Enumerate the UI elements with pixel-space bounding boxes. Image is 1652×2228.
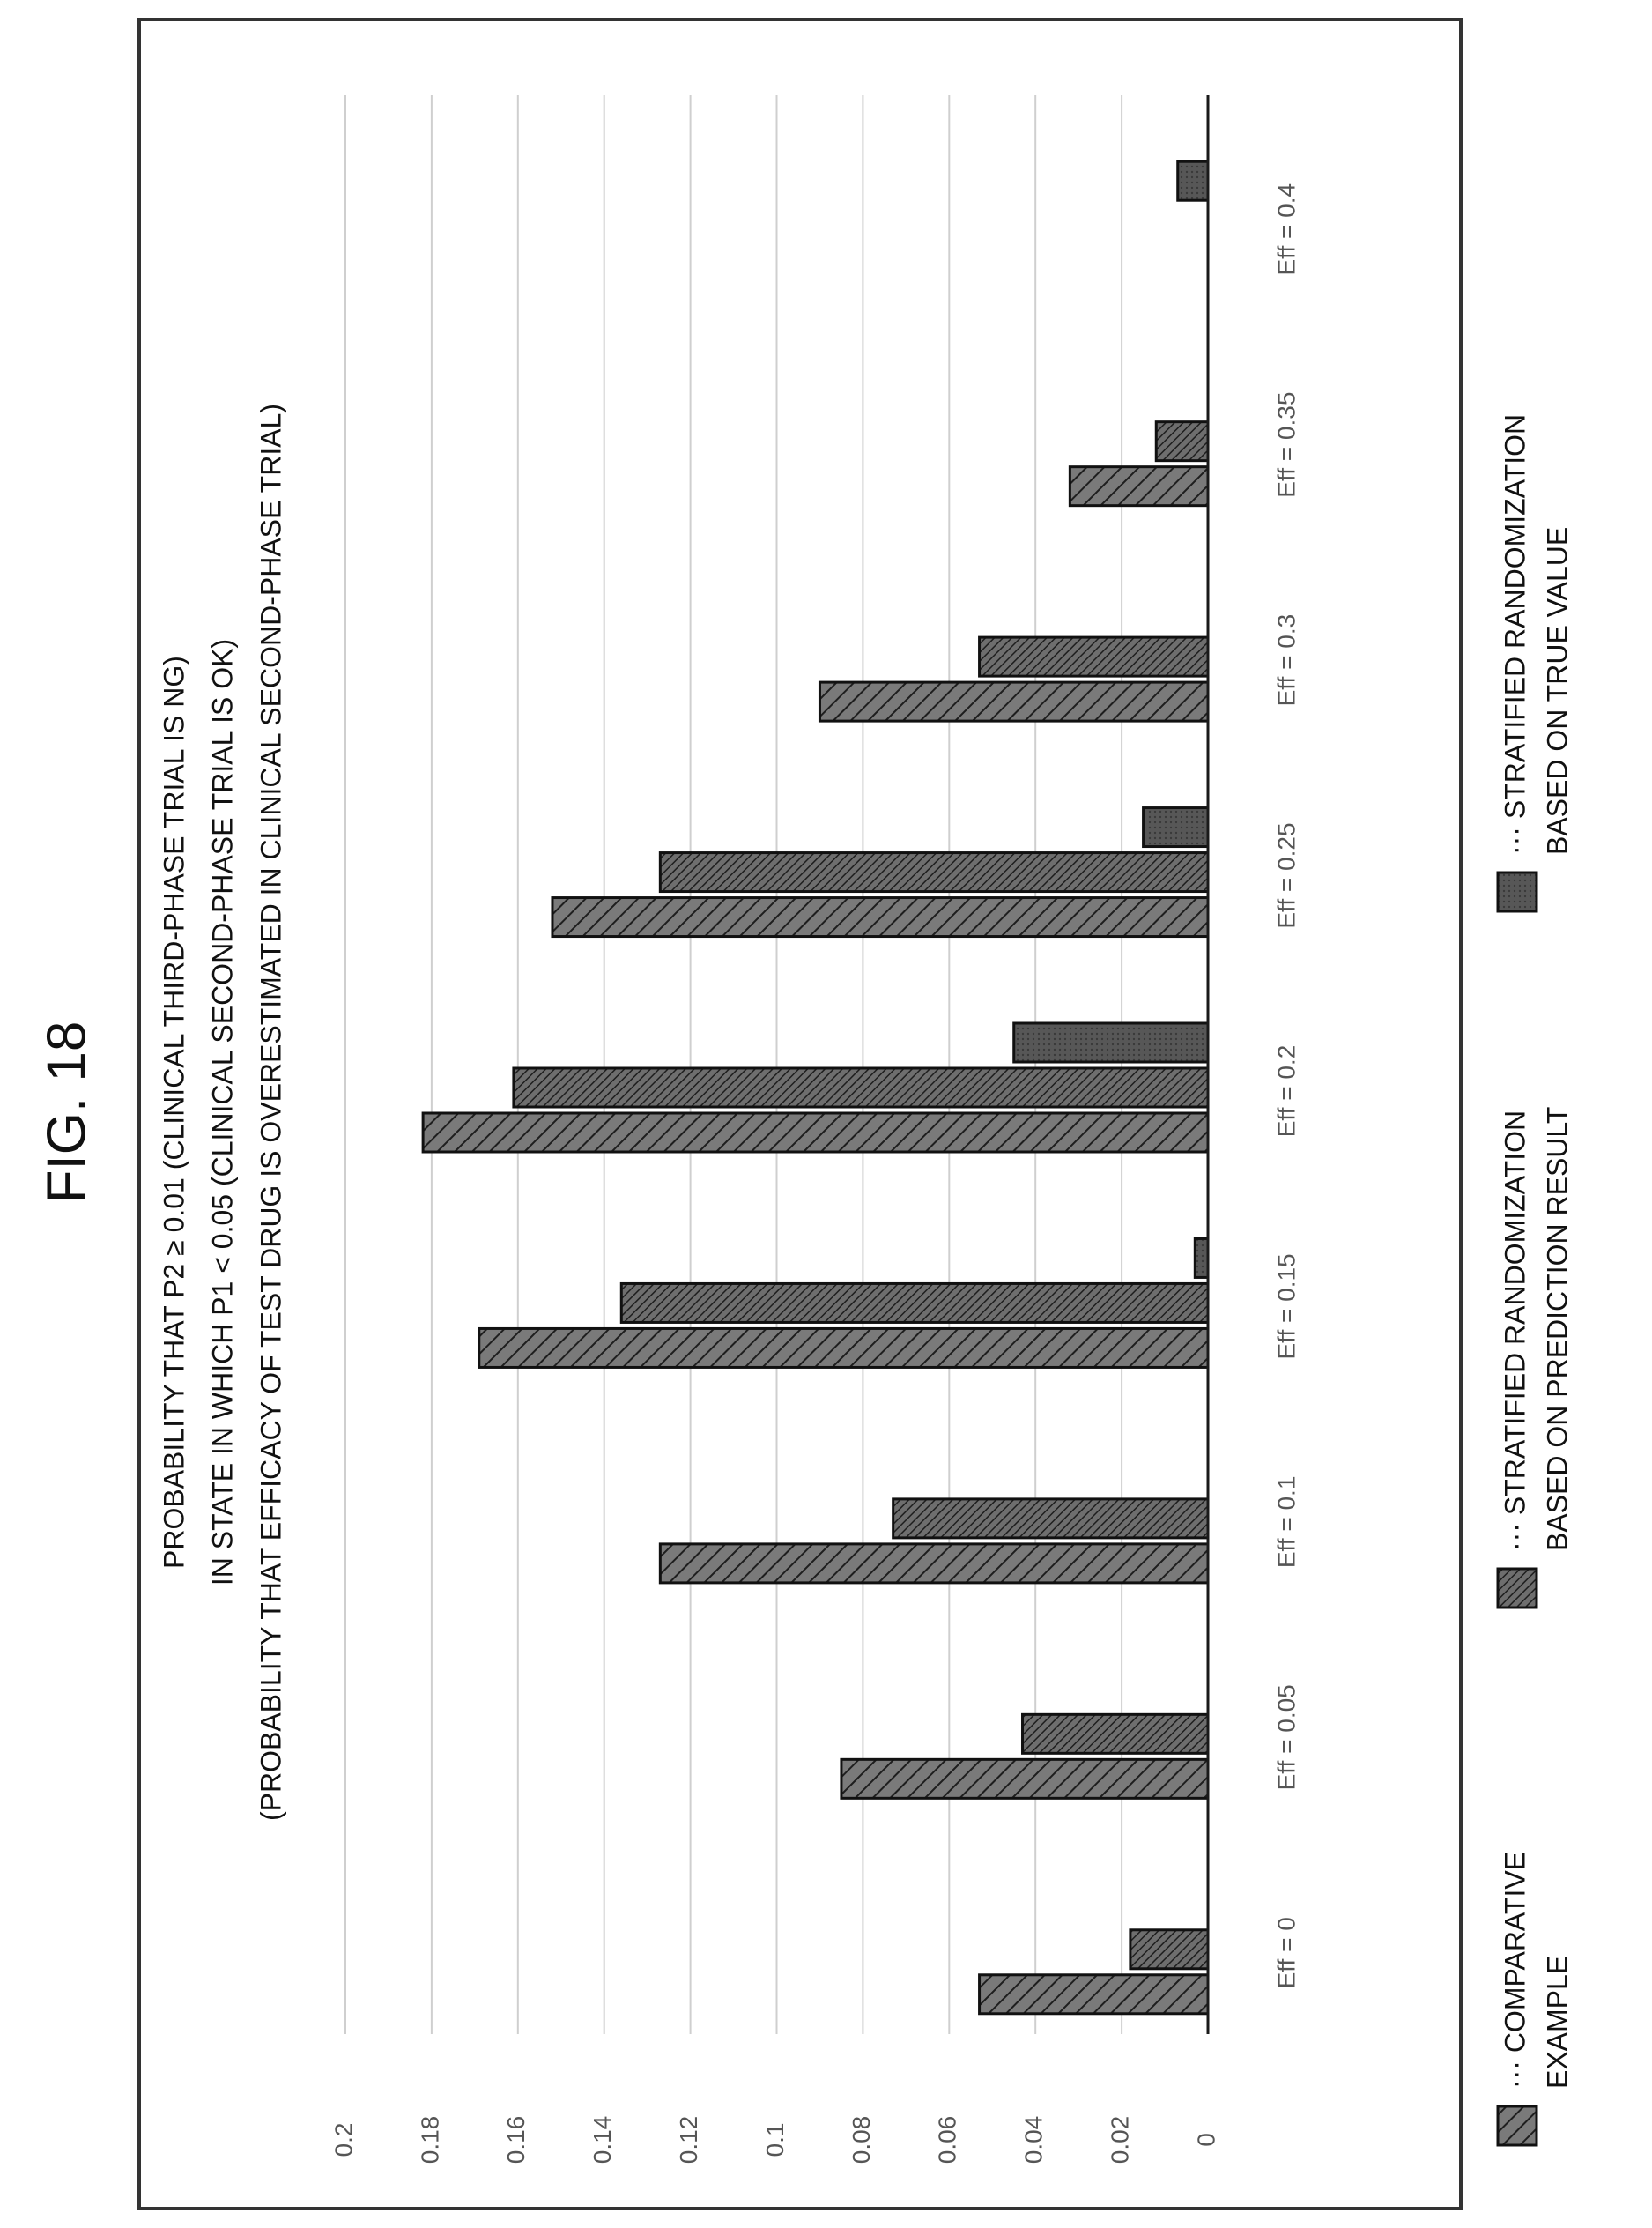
value-tick-label: 0.08 (848, 2116, 875, 2165)
value-tick-label: 0.02 (1106, 2116, 1133, 2165)
bar-2 (1129, 1928, 1210, 1971)
grid-lines (344, 95, 1123, 2034)
chart-frame (137, 18, 1463, 2210)
value-tick-label: 0 (1192, 2133, 1219, 2147)
legend: ··· COMPARATIVE EXAMPLE ··· STRATIFIED RAN… (1496, 414, 1573, 2147)
legend-swatch-2 (1496, 1567, 1538, 1609)
bar-2 (892, 1497, 1210, 1540)
category-label: Eff = 0.2 (1272, 1045, 1300, 1138)
value-tick-label: 0.18 (416, 2116, 443, 2165)
category-label: Eff = 0.35 (1272, 392, 1300, 498)
bar-2 (619, 1281, 1210, 1324)
legend-swatch-3 (1496, 871, 1538, 913)
chart-title-line: (PROBABILITY THAT EFFICACY OF TEST DRUG … (255, 404, 286, 1821)
value-tick-label: 0.2 (330, 2123, 357, 2157)
chart-title: PROBABILITY THAT P2 ≥ 0.01 (CLINICAL THI… (158, 404, 286, 1821)
legend-label-3: ··· STRATIFIED RANDOMIZATION (1499, 414, 1530, 855)
bar-1 (421, 1111, 1210, 1154)
bar-1 (478, 1326, 1210, 1369)
value-tick-label: 0.16 (502, 2116, 530, 2165)
bar-1 (658, 1542, 1210, 1585)
bar-3 (1012, 1021, 1210, 1064)
category-label: Eff = 0.1 (1272, 1476, 1300, 1569)
bar-3 (1193, 1237, 1210, 1279)
legend-swatch-1 (1496, 2105, 1538, 2147)
bar-2 (1154, 420, 1210, 463)
legend-label-2: BASED ON PREDICTION RESULT (1541, 1107, 1573, 1551)
value-tick-label: 0.1 (761, 2123, 789, 2157)
bar-1 (840, 1757, 1210, 1800)
bars (421, 160, 1210, 2016)
chart-title-line: PROBABILITY THAT P2 ≥ 0.01 (CLINICAL THI… (158, 656, 189, 1569)
bar-1 (1068, 465, 1210, 508)
bar-1 (818, 680, 1210, 723)
legend-label-1: EXAMPLE (1541, 1956, 1573, 2089)
bar-2 (1021, 1712, 1210, 1755)
bar-2 (512, 1066, 1210, 1109)
value-axis: 0 0.02 0.04 0.06 0.08 0.1 0.12 0.14 0.16 0.18 0.2 (330, 2116, 1219, 2165)
category-label: Eff = 0.25 (1272, 822, 1300, 928)
value-tick-label: 0.12 (675, 2116, 702, 2165)
value-tick-label: 0.04 (1020, 2116, 1048, 2165)
value-tick-label: 0.06 (934, 2116, 961, 2165)
category-label: Eff = 0.4 (1272, 183, 1300, 276)
legend-label-3: BASED ON TRUE VALUE (1541, 527, 1573, 855)
bar-2 (978, 635, 1210, 678)
bar-2 (658, 851, 1210, 894)
bar-1 (551, 896, 1210, 939)
category-label: Eff = 0.3 (1272, 614, 1300, 707)
bar-3 (1176, 160, 1210, 202)
category-label: Eff = 0 (1272, 1917, 1300, 1988)
chart-title-line: IN STATE IN WHICH P1 < 0.05 (CLINICAL SE… (206, 639, 238, 1586)
category-label: Eff = 0.05 (1272, 1684, 1300, 1790)
legend-label-2: ··· STRATIFIED RANDOMIZATION (1499, 1110, 1530, 1551)
category-axis: Eff = 0 Eff = 0.05 Eff = 0.1 Eff = 0.15 Eff … (1272, 183, 1300, 1988)
bar-1 (978, 1973, 1210, 2016)
legend-label-1: ··· COMPARATIVE (1499, 1852, 1530, 2089)
value-tick-label: 0.14 (589, 2116, 616, 2165)
bar-3 (1142, 806, 1210, 849)
category-label: Eff = 0.15 (1272, 1253, 1300, 1359)
